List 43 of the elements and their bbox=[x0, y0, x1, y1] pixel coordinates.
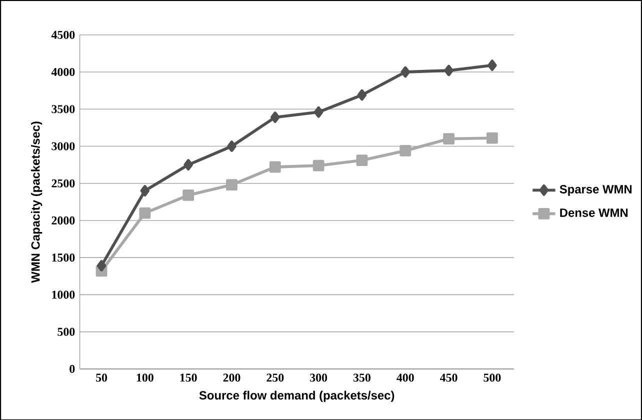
x-tick-label: 50 bbox=[96, 373, 108, 382]
y-tick-label: 2500 bbox=[52, 179, 75, 188]
y-tick-label: 1500 bbox=[52, 253, 75, 262]
point bbox=[269, 161, 281, 173]
point bbox=[182, 189, 194, 201]
point bbox=[270, 111, 280, 123]
point bbox=[139, 207, 151, 219]
y-tick-label: 4000 bbox=[51, 68, 75, 76]
point bbox=[400, 66, 410, 78]
point bbox=[400, 144, 412, 156]
y-tick-label: 3500 bbox=[52, 104, 75, 113]
point bbox=[443, 132, 454, 144]
x-tick-label: 150 bbox=[180, 373, 197, 382]
x-tick-label: 300 bbox=[310, 373, 328, 382]
point bbox=[356, 154, 368, 166]
y-tick-label: 500 bbox=[58, 328, 75, 336]
legend-label: Dense WMN bbox=[560, 208, 628, 217]
point bbox=[357, 89, 367, 101]
point bbox=[444, 64, 454, 76]
point bbox=[184, 158, 193, 170]
x-axis-title: Source flow demand (packets/sec) bbox=[199, 390, 394, 402]
point bbox=[96, 260, 106, 272]
point bbox=[314, 106, 324, 118]
point bbox=[486, 132, 498, 144]
y-tick-label: 2000 bbox=[52, 216, 75, 224]
y-tick-label: 0 bbox=[70, 364, 75, 373]
y-axis-title: WMN Capacity (packets/sec) bbox=[31, 121, 42, 283]
y-tick-label: 3000 bbox=[52, 142, 75, 150]
point bbox=[312, 160, 324, 172]
x-tick-label: 100 bbox=[136, 373, 154, 382]
point bbox=[227, 140, 236, 152]
x-tick-label: 450 bbox=[440, 373, 458, 382]
y-tick-label: 4500 bbox=[51, 30, 75, 39]
x-tick-label: 200 bbox=[223, 373, 240, 382]
point bbox=[226, 178, 238, 190]
legend-label: Sparse WMN bbox=[560, 184, 632, 196]
x-tick-label: 350 bbox=[353, 373, 370, 382]
point bbox=[140, 184, 150, 196]
x-tick-label: 500 bbox=[484, 373, 501, 382]
x-tick-label: 400 bbox=[396, 373, 414, 382]
y-tick-label: 1000 bbox=[52, 290, 75, 299]
point bbox=[488, 59, 497, 71]
x-tick-label: 250 bbox=[266, 373, 284, 382]
